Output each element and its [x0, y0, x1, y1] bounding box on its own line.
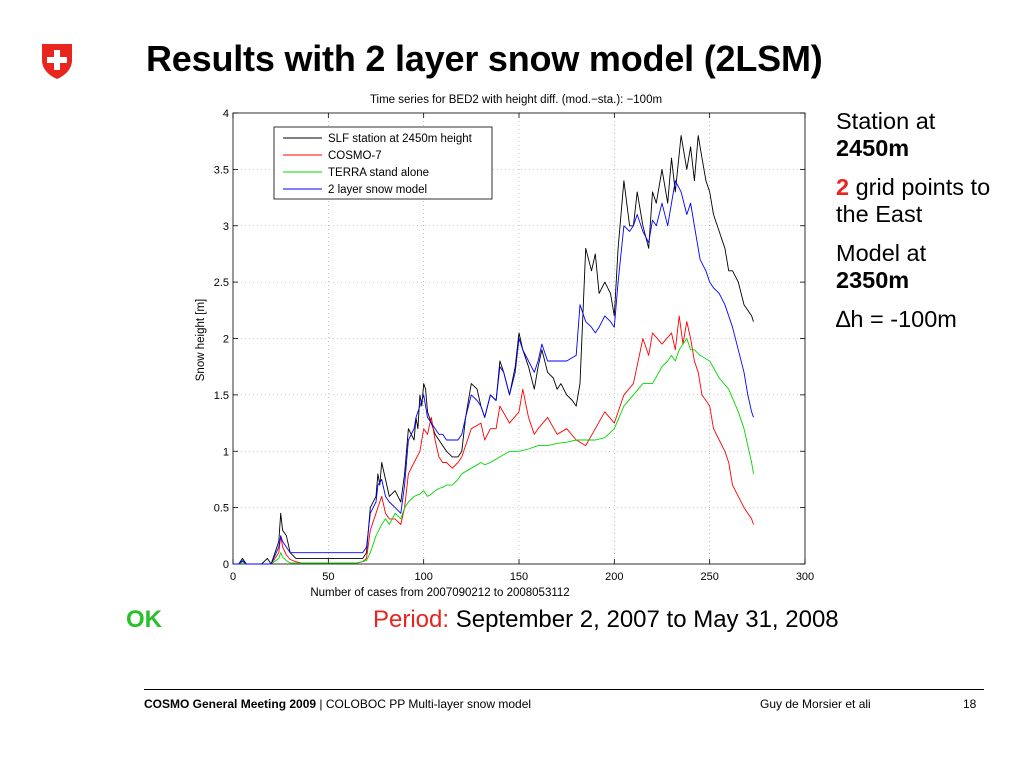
delta-note: ∆h = -100m: [836, 306, 957, 332]
model-note: Model at 2350m: [836, 240, 927, 293]
two-layer-model-line: [233, 180, 754, 565]
side-notes: Station at 2450m 2 grid points to the Ea…: [836, 108, 1016, 345]
legend-entry: TERRA stand alone: [328, 167, 429, 179]
x-tick-label: 300: [796, 571, 814, 583]
y-tick-label: 2: [223, 334, 229, 346]
period-label: Period:: [373, 606, 450, 633]
model-height: 2350m: [836, 267, 910, 293]
legend-entry: SLF station at 2450m height: [328, 133, 473, 145]
terra-line: [233, 338, 754, 565]
y-axis-label: Snow height [m]: [195, 299, 207, 381]
footer-left: COSMO General Meeting 2009 | COLOBOC PP …: [144, 697, 532, 711]
y-tick-label: 1: [223, 446, 229, 458]
y-tick-label: 3: [223, 221, 229, 233]
y-tick-label: 3.5: [214, 164, 229, 176]
footer-author: Guy de Morsier et ali: [760, 697, 871, 711]
y-tick-label: 4: [223, 108, 229, 120]
x-tick-label: 50: [322, 571, 334, 583]
x-axis-label: Number of cases from 2007090212 to 20080…: [310, 587, 569, 599]
chart-title: Time series for BED2 with height diff. (…: [370, 94, 662, 106]
period-value: September 2, 2007 to May 31, 2008: [455, 606, 839, 633]
y-tick-label: 1.5: [214, 390, 229, 402]
y-tick-label: 0.5: [214, 503, 229, 515]
chart-legend: SLF station at 2450m height COSMO-7 TERRA …: [273, 126, 493, 200]
y-tick-label: 2.5: [214, 277, 229, 289]
period-line: Period: September 2, 2007 to May 31, 200…: [373, 606, 839, 634]
ok-label: OK: [126, 606, 162, 633]
x-tick-label: 0: [230, 571, 236, 583]
footer-meeting: COSMO General Meeting 2009: [144, 697, 317, 711]
footer-subtitle: COLOBOC PP Multi-layer snow model: [325, 697, 532, 711]
x-tick-label: 200: [605, 571, 623, 583]
legend-entry: 2 layer snow model: [328, 184, 427, 196]
station-height: 2450m: [836, 135, 910, 161]
legend-entry: COSMO-7: [328, 150, 382, 162]
page-number: 18: [963, 697, 977, 711]
x-tick-label: 150: [510, 571, 528, 583]
grid-count: 2: [836, 174, 850, 200]
footer-divider: [144, 689, 984, 690]
x-tick-label: 250: [700, 571, 718, 583]
swiss-cross-shield-icon: [42, 44, 72, 79]
grid-note: 2 grid points to the East: [836, 174, 991, 227]
station-note: Station at 2450m: [836, 108, 936, 161]
delta-symbol: ∆: [836, 306, 851, 332]
legend-box: [273, 126, 493, 200]
y-tick-label: 0: [223, 559, 229, 571]
x-tick-label: 100: [414, 571, 432, 583]
slide-title: Results with 2 layer snow model (2LSM): [146, 38, 823, 79]
